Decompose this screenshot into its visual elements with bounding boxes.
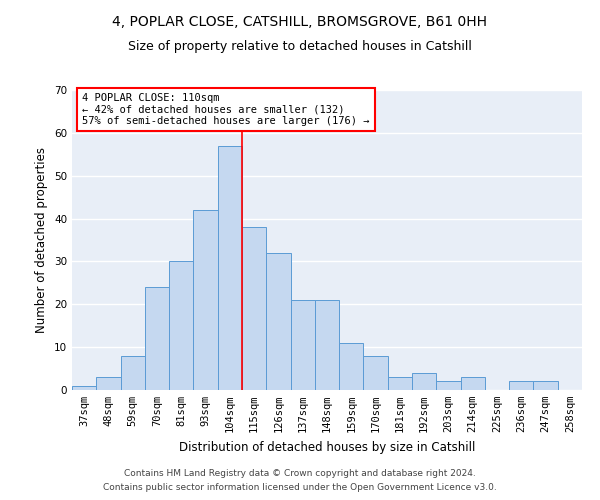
Bar — [169, 262, 193, 390]
Bar — [266, 253, 290, 390]
Bar — [145, 287, 169, 390]
Bar — [461, 377, 485, 390]
X-axis label: Distribution of detached houses by size in Catshill: Distribution of detached houses by size … — [179, 440, 475, 454]
Bar — [315, 300, 339, 390]
Bar — [364, 356, 388, 390]
Text: Contains public sector information licensed under the Open Government Licence v3: Contains public sector information licen… — [103, 484, 497, 492]
Bar — [96, 377, 121, 390]
Bar — [533, 382, 558, 390]
Bar — [290, 300, 315, 390]
Bar — [121, 356, 145, 390]
Bar — [436, 382, 461, 390]
Text: 4, POPLAR CLOSE, CATSHILL, BROMSGROVE, B61 0HH: 4, POPLAR CLOSE, CATSHILL, BROMSGROVE, B… — [113, 15, 487, 29]
Bar — [412, 373, 436, 390]
Text: 4 POPLAR CLOSE: 110sqm
← 42% of detached houses are smaller (132)
57% of semi-de: 4 POPLAR CLOSE: 110sqm ← 42% of detached… — [82, 93, 370, 126]
Bar — [242, 227, 266, 390]
Y-axis label: Number of detached properties: Number of detached properties — [35, 147, 49, 333]
Bar — [218, 146, 242, 390]
Text: Size of property relative to detached houses in Catshill: Size of property relative to detached ho… — [128, 40, 472, 53]
Bar — [72, 386, 96, 390]
Bar — [339, 343, 364, 390]
Text: Contains HM Land Registry data © Crown copyright and database right 2024.: Contains HM Land Registry data © Crown c… — [124, 468, 476, 477]
Bar — [388, 377, 412, 390]
Bar — [509, 382, 533, 390]
Bar — [193, 210, 218, 390]
